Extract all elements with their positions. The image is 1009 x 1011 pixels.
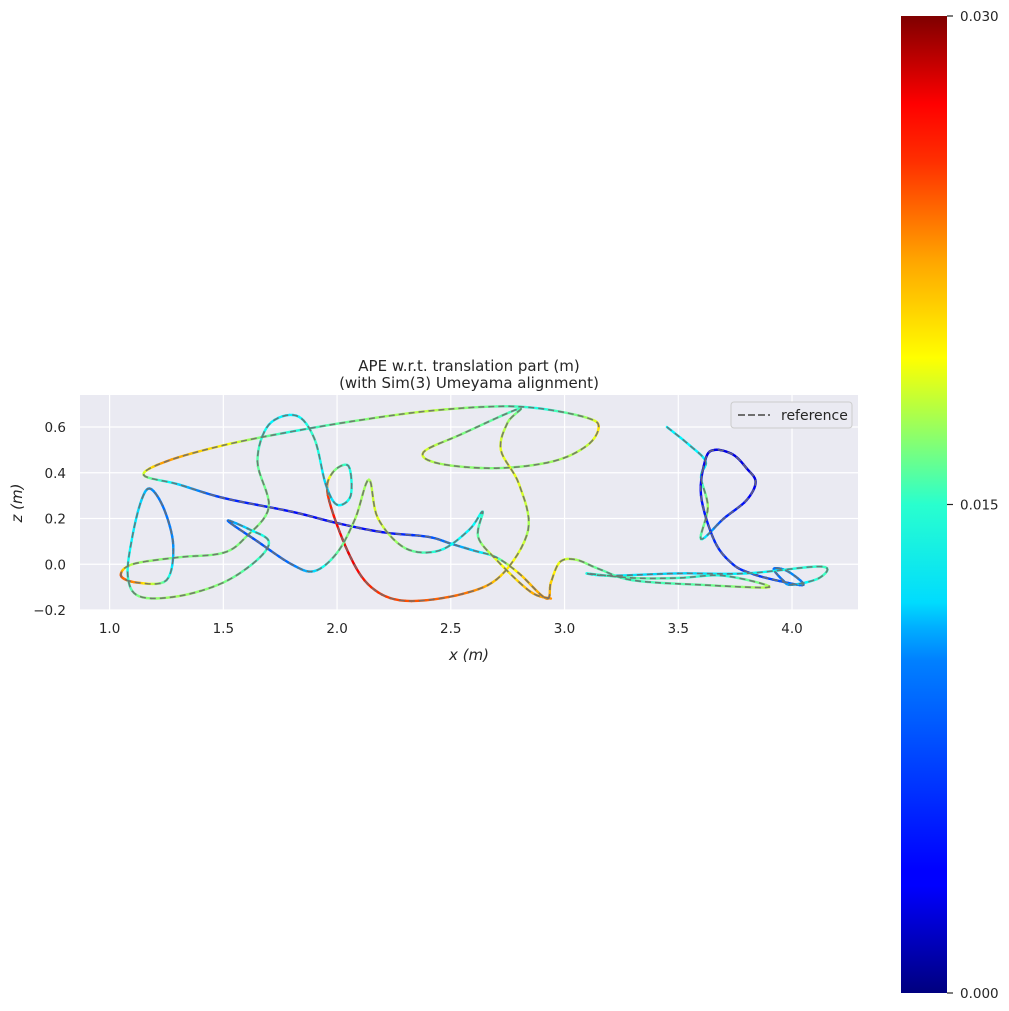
axis-ticks: 1.0 1.5 2.0 2.5 3.0 3.5 4.0 −0.2 0.0 0.2 0.4 0.6 (33, 420, 803, 637)
x-tick-label: 3.5 (668, 621, 689, 637)
colorbar-tick-label: 0.000 (960, 986, 999, 1002)
y-tick-label: 0.2 (45, 512, 66, 528)
x-tick-label: 1.0 (99, 621, 120, 637)
colorbar-tick-label: 0.030 (960, 9, 999, 25)
x-tick-label: 2.0 (326, 621, 347, 637)
x-tick-label: 2.5 (440, 621, 461, 637)
chart-subtitle: (with Sim(3) Umeyama alignment) (339, 374, 599, 392)
y-tick-label: −0.2 (33, 603, 66, 619)
colorbar-gradient (901, 16, 947, 993)
x-tick-label: 1.5 (213, 621, 234, 637)
colorbar: 0.000 0.015 0.030 (901, 9, 999, 1002)
y-tick-label: 0.6 (45, 420, 66, 436)
legend-reference-label: reference (781, 408, 848, 424)
x-tick-label: 4.0 (781, 621, 802, 637)
chart-title: APE w.r.t. translation part (m) (358, 357, 579, 375)
y-tick-label: 0.4 (45, 466, 66, 482)
y-axis-label: z (m) (8, 484, 26, 524)
colorbar-tick-label: 0.015 (960, 498, 999, 514)
grid (80, 395, 858, 611)
reference-line (120, 405, 829, 602)
colorbar-ticks: 0.000 0.015 0.030 (947, 9, 999, 1002)
legend-box (730, 401, 853, 429)
x-axis-label: x (m) (448, 646, 489, 664)
trajectory (119, 405, 829, 603)
y-tick-label: 0.0 (45, 557, 66, 573)
x-tick-label: 3.0 (554, 621, 575, 637)
legend: reference (730, 401, 853, 429)
